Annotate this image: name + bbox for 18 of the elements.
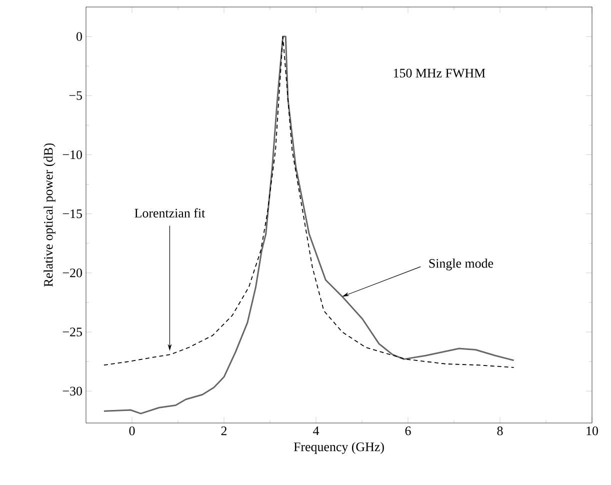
- x-tick-label: 2: [221, 426, 227, 436]
- y-axis-title: Relative optical power (dB): [44, 143, 56, 287]
- annotation: Lorentzian fit: [134, 208, 206, 218]
- x-tick-label: 4: [313, 426, 320, 436]
- y-tick-label: −10: [62, 150, 82, 160]
- y-tick-label: −5: [69, 91, 82, 100]
- x-tick-label: 0: [129, 426, 135, 436]
- y-tick-label: −20: [62, 268, 82, 278]
- x-tick-label: 8: [497, 426, 503, 436]
- y-tick-label: −25: [62, 328, 82, 336]
- x-tick-label: 10: [586, 426, 598, 436]
- annotation: 150 MHz FWHM: [394, 68, 486, 78]
- y-tick-label: −30: [62, 386, 82, 396]
- x-tick-label: 6: [405, 426, 411, 436]
- x-axis-title: Frequency (GHz): [294, 442, 384, 454]
- y-tick-label: 0: [76, 32, 82, 41]
- y-tick-label: −15: [62, 209, 82, 218]
- annotation: Single mode: [429, 258, 494, 270]
